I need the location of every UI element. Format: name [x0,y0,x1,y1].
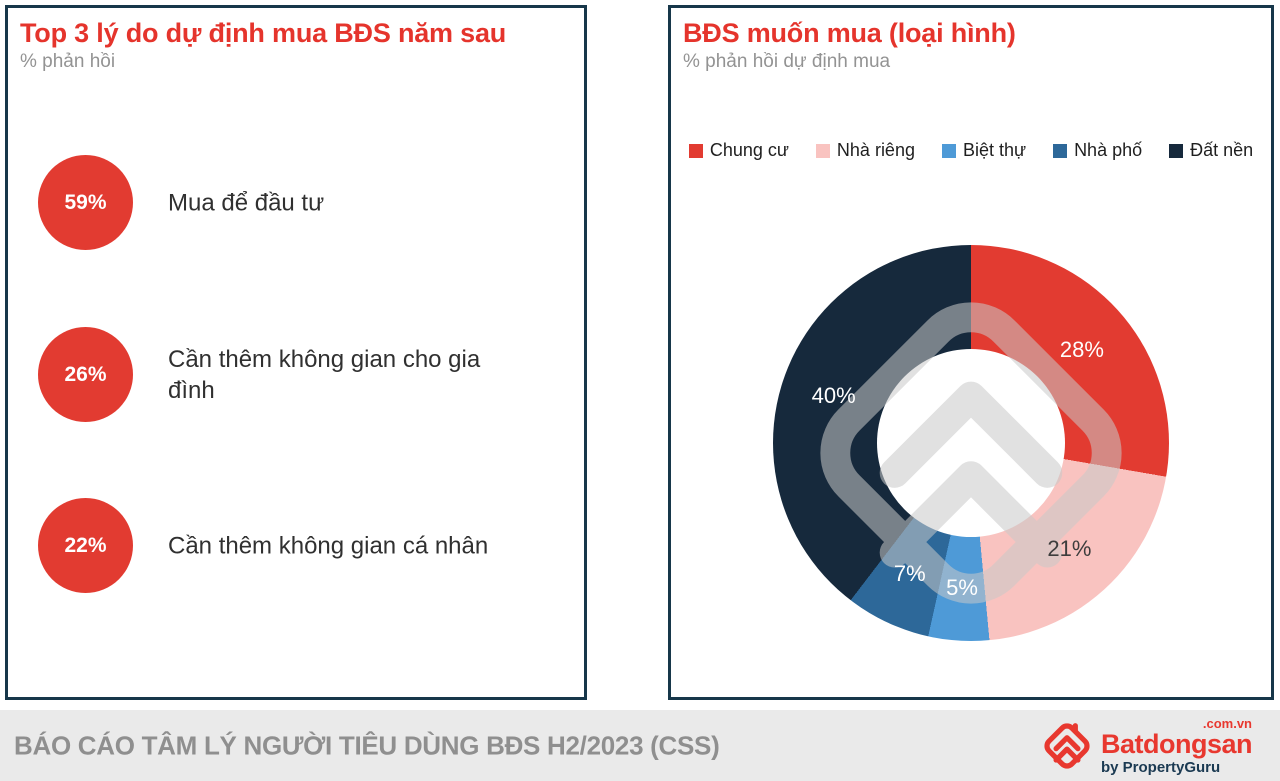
legend-label: Đất nền [1190,140,1254,160]
legend-swatch-icon [815,143,830,158]
brand-name: Batdongsan [1100,728,1253,759]
brand-domain: .com.vn [1202,715,1252,731]
legend-item: Biệt thự [941,140,1027,161]
panel-property-types: BĐS muốn mua (loại hình) % phản hồi dự đ… [668,5,1274,700]
legend-label: Biệt thự [962,140,1027,160]
legend-swatch-icon [688,143,703,158]
batdongsan-house-icon [1044,722,1090,769]
footer-bar: BÁO CÁO TÂM LÝ NGƯỜI TIÊU DÙNG BĐS H2/20… [0,710,1280,781]
reason-row: 59% Mua để đầu tư [8,155,584,251]
report-source-text: BÁO CÁO TÂM LÝ NGƯỜI TIÊU DÙNG BĐS H2/20… [14,730,720,760]
legend-label: Chung cư [709,140,789,160]
legend-item: Nhà riêng [815,140,915,161]
donut-slice-label: 40% [811,383,856,409]
legend-item: Nhà phố [1053,140,1142,161]
reason-value-badge: 59% [38,155,133,250]
legend-swatch-icon [1169,143,1184,158]
legend-item: Đất nền [1169,140,1253,161]
reason-label: Cần thêm không gian cho gia đình [168,345,481,404]
legend-label: Nhà riêng [836,140,915,160]
donut-slice-label: 28% [1059,336,1104,362]
brand-logo: .com.vn Batdongsan by PropertyGuru [1041,715,1253,776]
reason-row: 22% Cần thêm không gian cá nhân [8,498,584,594]
reason-value-badge: 22% [38,498,133,593]
donut-hole [877,349,1065,537]
chart-legend: Chung cư Nhà riêng Biệt thự Nhà phố Đất … [671,140,1271,161]
left-panel-subtitle: % phản hồi [20,51,116,72]
brand-byline: by PropertyGuru [1100,758,1221,776]
reason-row: 26% Cần thêm không gian cho gia đình [8,327,584,423]
reason-value-badge: 26% [38,327,133,422]
donut-chart: 28% 21% 5% 7% 40% [773,245,1169,641]
panel-top3-reasons: Top 3 lý do dự định mua BĐS năm sau % ph… [5,5,587,700]
donut-slice-label: 5% [946,574,978,600]
legend-item: Chung cư [688,140,789,161]
right-panel-subtitle: % phản hồi dự định mua [683,51,891,72]
reason-label: Cần thêm không gian cá nhân [168,532,489,560]
left-panel-title: Top 3 lý do dự định mua BĐS năm sau [20,18,507,48]
legend-swatch-icon [941,143,956,158]
donut-slice-label: 7% [893,561,926,587]
reason-label: Mua để đầu tư [168,189,325,217]
brand-text: .com.vn Batdongsan by PropertyGuru [1100,715,1253,776]
right-panel-title: BĐS muốn mua (loại hình) [683,18,1016,48]
legend-label: Nhà phố [1074,140,1143,160]
legend-swatch-icon [1053,143,1068,158]
donut-slice-label: 21% [1047,536,1092,562]
